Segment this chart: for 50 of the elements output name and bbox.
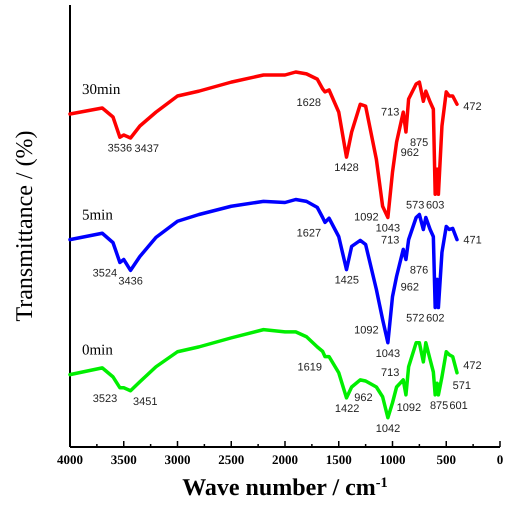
annotation: 713 [380,234,400,246]
x-tick-label: 0 [496,452,504,467]
annotation: 713 [380,106,400,118]
annotation: 471 [463,234,482,246]
x-tick-label: 2000 [272,452,298,467]
x-tick-label: 1000 [380,452,406,467]
x-tick-label: 3500 [110,452,137,467]
annotation: 1092 [396,402,422,414]
annotation: 1092 [354,211,379,224]
x-tick-label: 3000 [164,452,190,467]
annotation: 571 [452,380,471,392]
annotation: 713 [380,366,400,379]
annotation: 3536 [108,142,132,154]
annotation: 1043 [376,222,400,234]
annotation: 962 [400,147,419,160]
annotation: 1428 [334,162,359,174]
x-tick-label: 2500 [218,452,244,467]
y-axis-title: Transmittance / (%) [12,130,38,322]
annotation: 3437 [134,143,160,155]
series-label: 5min [82,208,114,224]
annotation: 1627 [296,227,322,240]
annotation: 3451 [133,396,158,408]
annotation: 573 [406,199,424,212]
series-label: 0min [82,342,114,359]
x-tick-label: 1500 [326,452,352,467]
annotation: 472 [463,360,482,372]
annotation: 1425 [334,274,360,287]
annotation: 3523 [92,392,118,405]
annotation: 875 [410,137,428,149]
annotation: 3436 [118,275,143,288]
annotation: 1043 [376,348,400,360]
annotation: 603 [426,199,444,212]
annotation: 962 [400,281,419,294]
annotation: 875 [430,400,448,412]
annotation: 962 [354,392,373,404]
annotation: 472 [463,101,482,113]
annotation: 3524 [92,268,118,280]
annotation: 601 [449,400,468,412]
annotation: 1619 [297,362,322,374]
annotation: 572 [406,312,425,324]
annotation: 1092 [354,324,379,336]
x-axis-title: Wave number / cm$^{-1}$ [182,475,388,501]
series-label: 30min [82,82,121,98]
annotation: 876 [410,264,428,276]
x-tick-label: 4000 [57,452,83,467]
annotation: 1628 [296,96,321,109]
annotation: 1422 [334,402,360,415]
annotation: 602 [426,312,444,324]
annotation: 1042 [376,422,400,435]
x-tick-label: 500 [436,452,456,467]
